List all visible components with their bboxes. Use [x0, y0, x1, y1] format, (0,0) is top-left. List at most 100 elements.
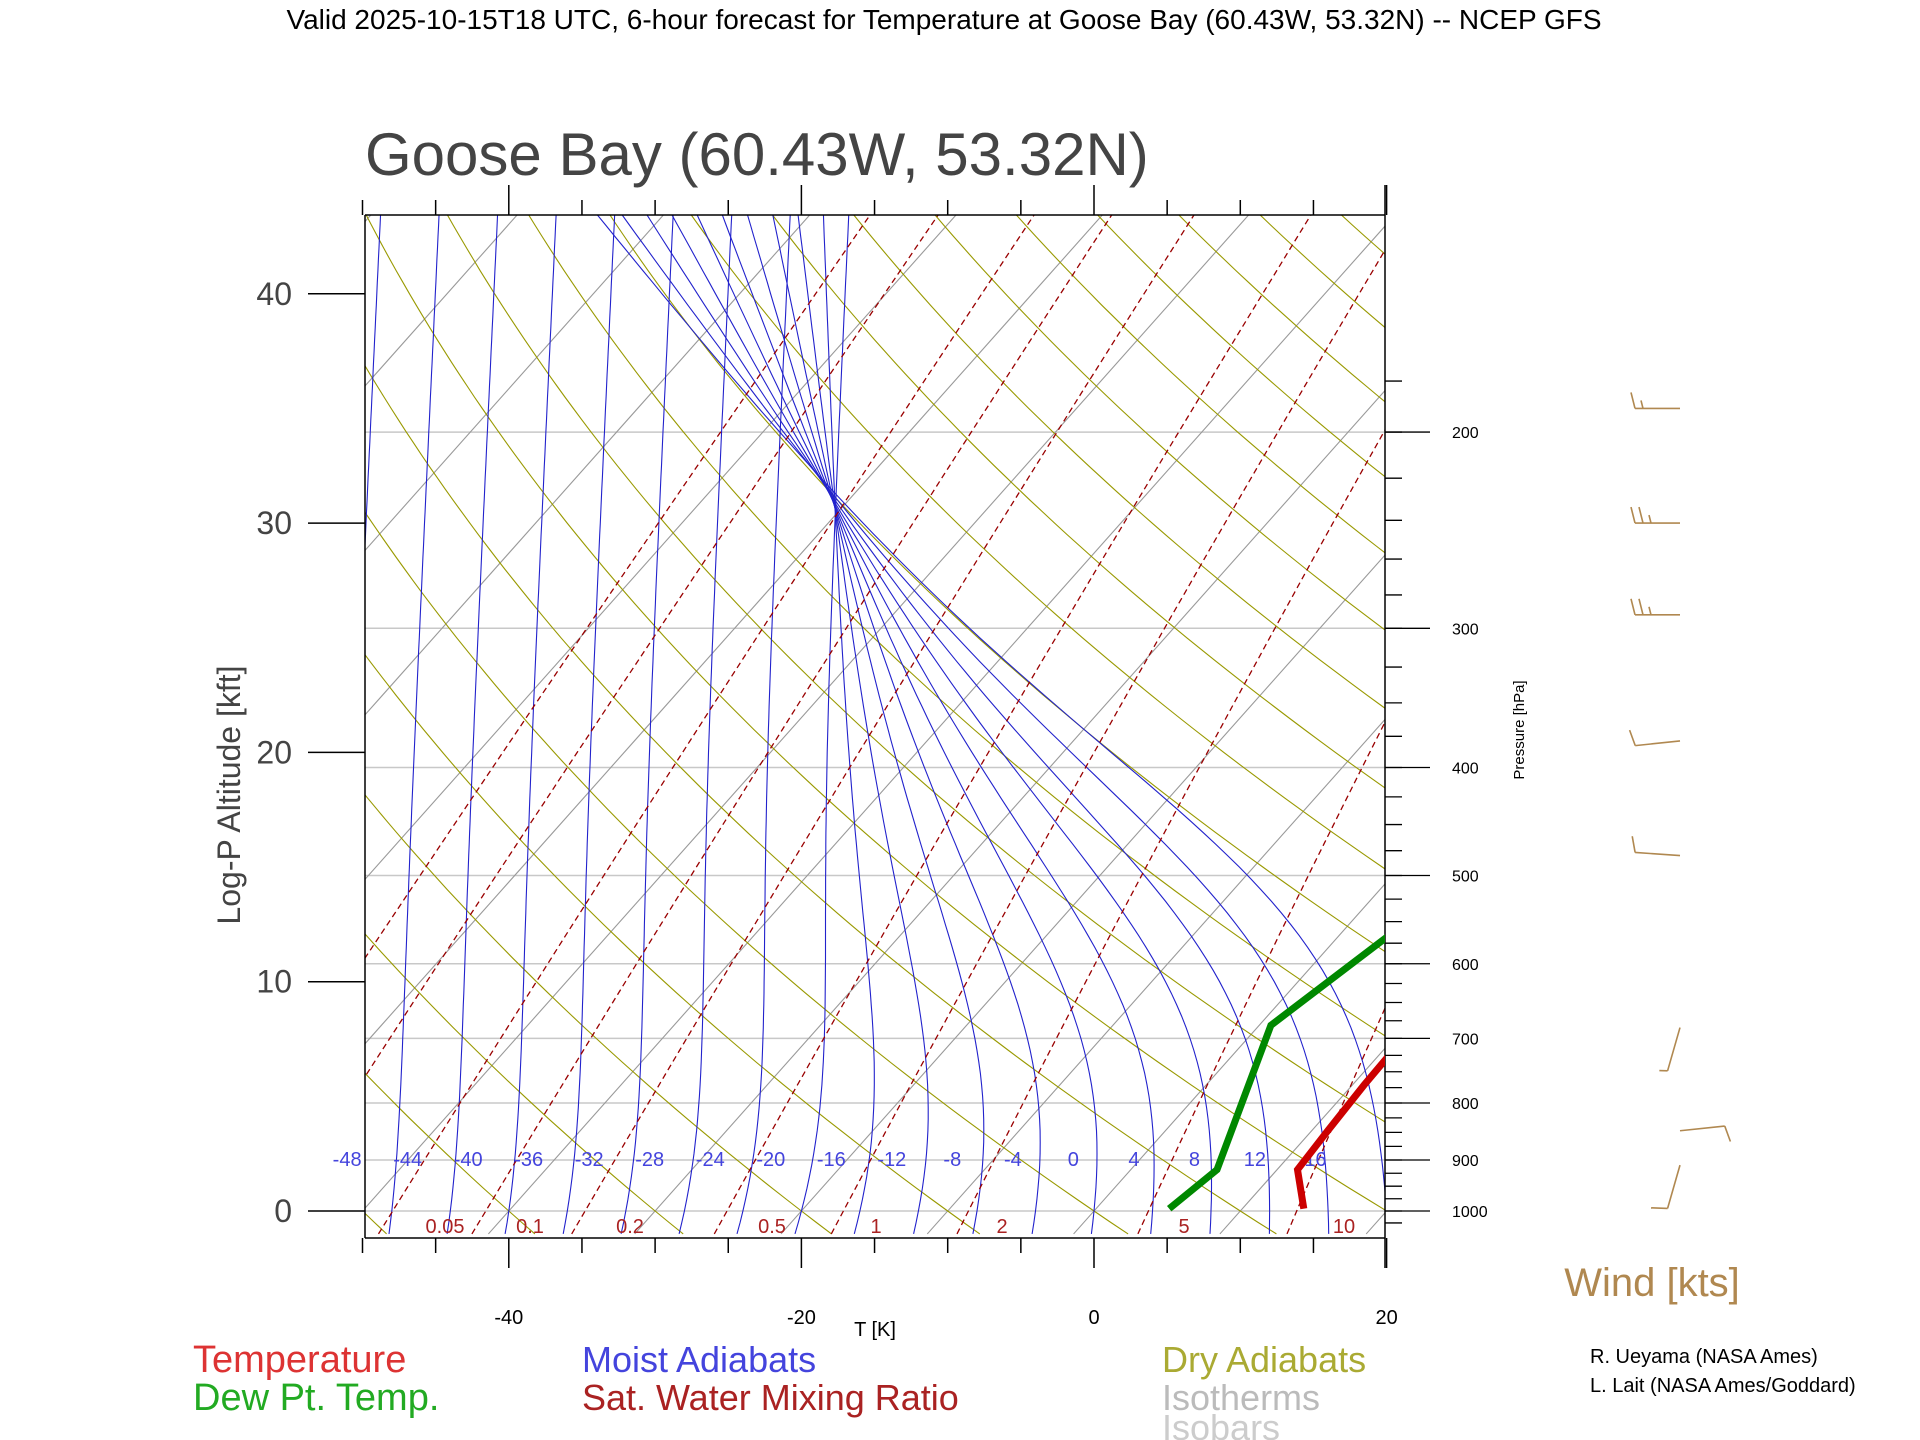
dry-adiabat-line: [1489, 202, 1920, 1234]
pressure-tick-label: 200: [1452, 425, 1479, 442]
moist-adiabat-line: [620, 215, 674, 1235]
dry-adiabat-line: [1650, 202, 1920, 1234]
series-layer: [1166, 934, 1385, 1212]
dry-adiabat-line: [1096, 215, 1385, 478]
pressure-tick-label: 300: [1452, 621, 1479, 638]
moist-adiabat-line: [596, 215, 1385, 1198]
pressure-tick-label: 800: [1452, 1096, 1479, 1113]
dry-adiabat-line: [853, 215, 1385, 709]
legend-isotherms: Isotherms: [1162, 1377, 1320, 1418]
pressure-tick-label: 400: [1452, 761, 1479, 778]
dry-adiabat-line: [0, 202, 238, 1234]
moist-adiabat-label: -20: [756, 1149, 785, 1171]
mixing-ratio-label: 1: [870, 1216, 881, 1238]
moist-adiabat-line: [621, 215, 1330, 1234]
x-tick-label: 0: [1088, 1307, 1099, 1329]
moist-adiabat-line: [388, 215, 440, 1234]
isotherm-line: [0, 202, 90, 1234]
pressure-tick-label: 1000: [1452, 1204, 1488, 1221]
dry-adiabat-line: [365, 215, 1385, 1211]
legend-temperature: Temperature: [193, 1339, 406, 1381]
moist-adiabat-label: 4: [1128, 1149, 1139, 1171]
dry-adiabat-line: [1811, 202, 1920, 1234]
y-tick-label: 30: [256, 505, 292, 541]
mixing-ratio-line: [956, 428, 1385, 1235]
moist-adiabat-label: -48: [333, 1149, 362, 1171]
dry-adiabat-line: [365, 794, 832, 1235]
dry-adiabat-line: [365, 933, 684, 1235]
wind-barbs: [1628, 392, 1732, 1210]
moist-adiabat-label: -44: [393, 1149, 422, 1171]
mixing-ratio-line: [1137, 720, 1385, 1235]
pressure-tick-label: 600: [1452, 957, 1479, 974]
dry-adiabat-line: [1015, 215, 1385, 554]
legend-moist-adiabats: Moist Adiabats: [582, 1339, 816, 1380]
mixing-ratio-label: 0.2: [616, 1216, 644, 1238]
background-lines: -48 -44 -40 -36 -32 -28 -24 -20 -16 -12 -8 -4 0 4 8 12 1…: [0, 202, 1920, 1238]
dry-adiabat-line: [365, 364, 1277, 1235]
plot-area: [0, 202, 1920, 1235]
dewpoint-line: [1166, 934, 1385, 1212]
wind-barb: [1630, 598, 1680, 616]
wind-barb: [1630, 392, 1680, 410]
moist-adiabat-line: [562, 215, 616, 1234]
mixing-ratio-label: 0.1: [516, 1216, 544, 1238]
moist-adiabat-line: [696, 215, 1155, 1234]
isotherm-line: [0, 202, 236, 1234]
isotherm-line: [365, 215, 1104, 1045]
dry-adiabat-line: [365, 653, 981, 1235]
moist-adiabat-line: [365, 215, 382, 557]
moist-adiabat-label: -12: [877, 1149, 906, 1171]
isotherm-line: [1365, 1211, 1385, 1235]
dry-adiabat-line: [365, 1212, 387, 1235]
moist-adiabat-label: -24: [696, 1149, 725, 1171]
moist-adiabat-line: [794, 215, 850, 1235]
y-axis-label: Log-P Altitude [kft]: [211, 665, 247, 924]
dry-adiabat-line: [1340, 215, 1385, 255]
pressure-axis-label: Pressure [hPa]: [1511, 680, 1528, 779]
mixing-ratio-label: 10: [1333, 1216, 1355, 1238]
y-tick-label: 0: [274, 1193, 292, 1229]
moist-adiabat-line: [273, 202, 323, 1234]
moist-adiabat-label: 8: [1189, 1149, 1200, 1171]
dry-adiabat-line: [1731, 202, 1920, 1234]
isotherm-line: [926, 718, 1385, 1235]
credit-2: L. Lait (NASA Ames/Goddard): [1590, 1375, 1856, 1397]
mixing-ratio-line: [830, 248, 1385, 1235]
mixing-ratio-label: 0.05: [426, 1216, 465, 1238]
isotherm-line: [1659, 202, 1920, 1234]
moist-adiabat-line: [772, 215, 985, 1234]
mixing-ratio-line: [713, 215, 1312, 1235]
isotherm-line: [634, 389, 1385, 1235]
moist-adiabat-line: [746, 215, 1041, 1234]
y-tick-label: 10: [256, 964, 292, 1000]
moist-adiabat-line: [678, 215, 733, 1235]
wind-barb: [1659, 1027, 1681, 1072]
moist-adiabat-line: [721, 215, 1098, 1234]
mixing-ratio-line: [377, 215, 1035, 1235]
x-axis-label: T [K]: [854, 1319, 896, 1341]
moist-adiabat-label: -36: [514, 1149, 543, 1171]
x-tick-label: 20: [1375, 1307, 1397, 1329]
mixing-ratio-label: 5: [1178, 1216, 1189, 1238]
dry-adiabat-line: [446, 215, 1385, 1123]
pressure-tick-label: 700: [1452, 1031, 1479, 1048]
wind-barb: [1679, 1125, 1732, 1142]
legend-dewpoint: Dew Pt. Temp.: [193, 1377, 439, 1419]
isotherm-line: [365, 215, 957, 881]
moist-adiabat-label: -16: [817, 1149, 846, 1171]
mixing-ratio-line: [1794, 202, 1920, 1234]
wind-barb: [1630, 506, 1680, 524]
dry-adiabat-line: [771, 215, 1385, 789]
isotherm-line: [1219, 1047, 1385, 1235]
dry-adiabat-line: [1259, 215, 1385, 329]
dry-adiabat-line: [934, 215, 1385, 631]
dry-adiabat-line: [609, 215, 1385, 953]
isotherm-line: [365, 215, 1250, 1210]
mixing-ratio-label: 2: [996, 1216, 1007, 1238]
mixing-ratio-line: [571, 215, 1195, 1235]
isotherm-line: [487, 225, 1385, 1235]
mixing-ratio-line: [471, 215, 1113, 1235]
dry-adiabat-line: [1569, 202, 1920, 1234]
